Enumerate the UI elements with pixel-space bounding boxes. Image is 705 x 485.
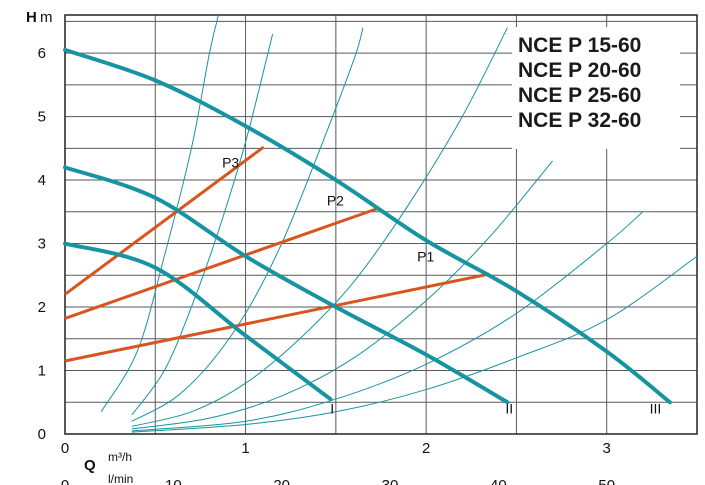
y-tick-label: 4 xyxy=(38,172,46,189)
power-line-p1 xyxy=(64,272,490,363)
speed-curve-ii xyxy=(63,165,510,405)
model-title: NCE P 15-60 xyxy=(518,34,641,57)
speed-curve-i xyxy=(63,241,333,402)
x-tick-label: 1 xyxy=(241,440,249,457)
system-curve xyxy=(131,27,364,422)
title-box xyxy=(512,27,680,149)
system-curves xyxy=(100,15,697,433)
model-title: NCE P 25-60 xyxy=(518,84,641,107)
x-tick-label: 3 xyxy=(603,440,611,457)
y-tick-label: 0 xyxy=(38,426,46,443)
x2-tick-label: 10 xyxy=(165,477,182,485)
speed-label-iii: III xyxy=(650,400,662,416)
x2-tick-label: 50 xyxy=(598,477,615,485)
power-label-p2: P2 xyxy=(327,192,344,208)
y-tick-label: 1 xyxy=(38,363,46,380)
power-line-p2 xyxy=(64,207,378,320)
speed-label-i: I xyxy=(330,400,334,416)
speed-label-ii: II xyxy=(505,400,513,416)
y-tick-label: 2 xyxy=(38,299,46,316)
x2-tick-label: 40 xyxy=(490,477,507,485)
model-title: NCE P 32-60 xyxy=(518,109,641,132)
power-lines xyxy=(64,145,490,363)
x-axis-unit: m³/h xyxy=(108,450,132,464)
x-tick-label: 0 xyxy=(61,440,69,457)
plot-frame xyxy=(64,14,698,435)
y-tick-label: 6 xyxy=(38,45,46,62)
x-axis-symbol: Q xyxy=(84,457,96,474)
y-tick-label: 3 xyxy=(38,236,46,253)
power-label-p3: P3 xyxy=(222,154,239,170)
x-tick-label: 2 xyxy=(422,440,430,457)
speed-curves xyxy=(63,47,672,405)
x2-tick-label: 20 xyxy=(273,477,290,485)
x2-tick-label: 30 xyxy=(382,477,399,485)
y-axis-symbol: H xyxy=(26,9,37,26)
model-title: NCE P 20-60 xyxy=(518,59,641,82)
system-curve xyxy=(131,160,553,430)
system-curve xyxy=(131,27,508,427)
speed-curve-iii xyxy=(63,47,672,405)
power-line-p3 xyxy=(64,145,265,296)
system-curve xyxy=(131,33,274,416)
y-axis-unit: m xyxy=(40,9,53,26)
power-label-p1: P1 xyxy=(417,248,434,264)
system-curve xyxy=(131,211,644,432)
x2-tick-label: 0 xyxy=(61,477,69,485)
y-tick-label: 5 xyxy=(38,109,46,126)
axes: 0123456012301020304050HmQm³/hl/min xyxy=(26,9,615,485)
system-curve xyxy=(100,15,219,413)
system-curve xyxy=(131,255,697,433)
x2-axis-unit: l/min xyxy=(108,472,133,485)
